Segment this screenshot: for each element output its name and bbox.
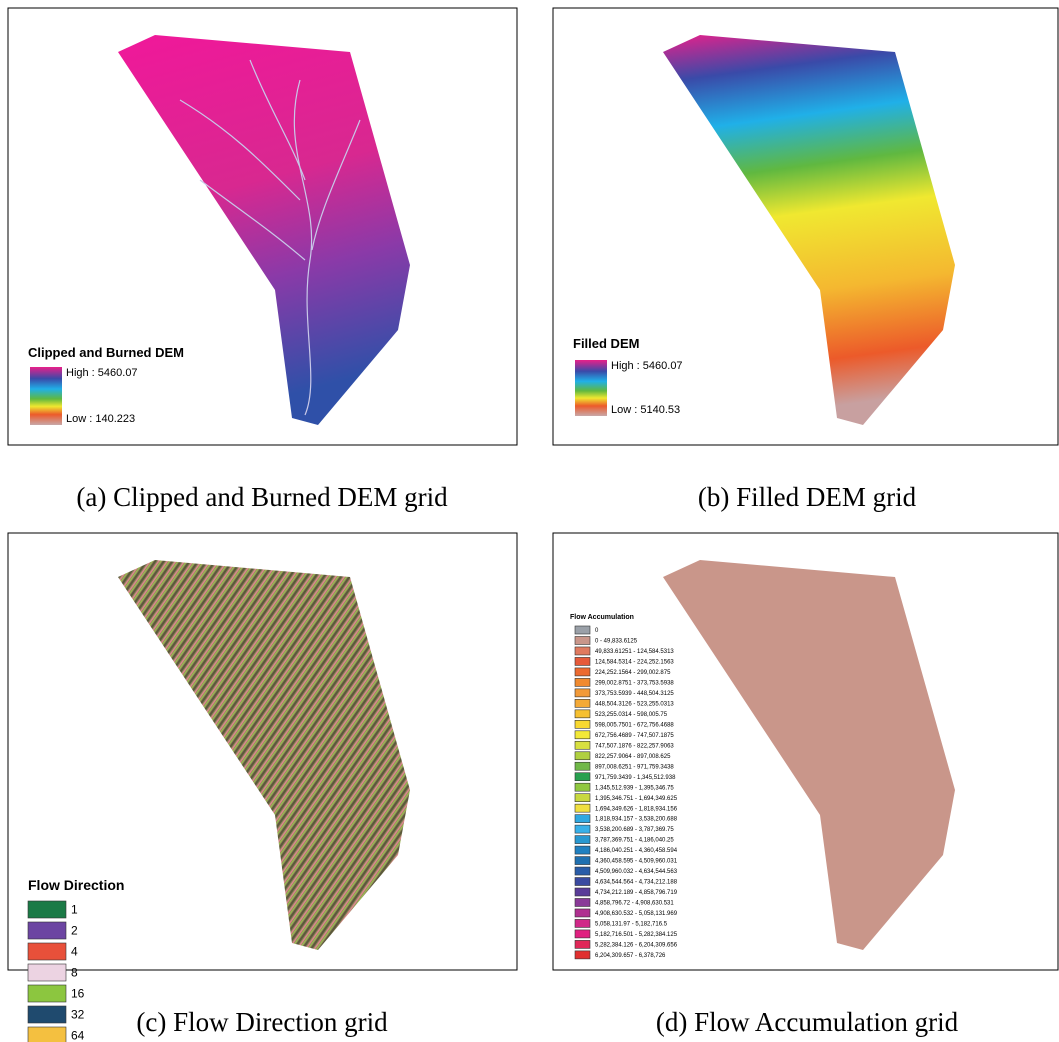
legend-swatch [575,825,590,833]
legend-title: Clipped and Burned DEM [28,345,184,360]
legend-swatch [575,836,590,844]
page: Clipped and Burned DEM High : 5460.07 Low … [0,0,1059,1042]
legend-swatch [575,762,590,770]
legend-low: Low : 5140.53 [611,404,680,416]
legend-label: 8 [71,966,78,980]
legend-low: Low : 140.223 [66,413,135,425]
legend-swatch [575,636,590,644]
legend-swatch [575,699,590,707]
legend-title: Filled DEM [573,336,639,351]
legend-label: 1,395,346.751 - 1,694,349.625 [595,796,678,802]
legend-label: 4 [71,945,78,959]
legend-label: 4,360,458.595 - 4,509,960.031 [595,859,678,865]
legend-title: Flow Direction [28,877,124,893]
legend-swatch [28,922,66,939]
legend-label: 4,908,630.532 - 5,058,131.969 [595,911,678,917]
legend-swatch [575,930,590,938]
legend-label: 672,756.4689 - 747,507.1875 [595,733,674,739]
legend-label: 523,255.0314 - 598,005.75 [595,712,668,718]
legend-swatch [575,710,590,718]
legend-swatch [575,878,590,886]
legend-swatch [28,1027,66,1042]
legend-swatch [28,985,66,1002]
legend-label: 373,753.5939 - 448,504.3125 [595,691,674,697]
legend-swatch [575,888,590,896]
legend-label: 5,058,131.97 - 5,182,716.5 [595,922,668,928]
legend-swatch [575,741,590,749]
legend-ramp [30,367,62,425]
figure: Clipped and Burned DEM High : 5460.07 Low … [0,0,1059,1042]
legend-swatch [28,1006,66,1023]
legend-swatch [575,919,590,927]
legend-label: 2 [71,924,78,938]
legend-label: 1 [71,903,78,917]
legend-label: 822,257.9064 - 897,008.625 [595,754,671,760]
legend-label: 4,858,796.72 - 4,908,630.531 [595,901,674,907]
legend-label: 598,005.7501 - 672,756.4688 [595,722,674,728]
legend-swatch [575,773,590,781]
legend-swatch [575,731,590,739]
legend-swatch [575,626,590,634]
legend-label: 3,787,369.751 - 4,186,040.25 [595,838,674,844]
legend-label: 1,345,512.939 - 1,395,346.75 [595,785,674,791]
legend-label: 747,507.1876 - 822,257.9063 [595,743,674,749]
legend-swatch [28,964,66,981]
legend-label: 4,634,544.564 - 4,734,212.188 [595,880,678,886]
caption: (d) Flow Accumulation grid [656,1007,959,1037]
legend-swatch [28,901,66,918]
legend-label: 5,182,716.501 - 5,282,384.125 [595,932,678,938]
legend-label: 897,008.6251 - 971,759.3438 [595,764,674,770]
legend-label: 224,252.1564 - 299,002.875 [595,670,671,676]
legend-label: 4,186,040.251 - 4,360,458.594 [595,848,678,854]
legend-label: 64 [71,1029,85,1042]
legend-label: 124,584.5314 - 224,252.1563 [595,660,674,666]
legend-swatch [575,783,590,791]
legend-label: 0 - 49,833.6125 [595,639,638,645]
legend-swatch [575,846,590,854]
caption: (a) Clipped and Burned DEM grid [76,482,448,512]
legend-swatch [575,951,590,959]
legend-label: 4,734,212.189 - 4,858,796.719 [595,890,678,896]
legend-high: High : 5460.07 [66,367,138,379]
legend-swatch [575,867,590,875]
legend-swatch [575,689,590,697]
legend-label: 32 [71,1008,85,1022]
caption: (b) Filled DEM grid [698,482,917,512]
legend-swatch [575,940,590,948]
legend-label: 448,504.3126 - 523,255.0313 [595,701,674,707]
legend-label: 49,833.61251 - 124,584.5313 [595,649,674,655]
legend-swatch [575,678,590,686]
legend-swatch [575,909,590,917]
legend-swatch [575,794,590,802]
legend-label: 3,538,200.689 - 3,787,369.75 [595,827,674,833]
legend-title: Flow Accumulation [570,614,634,621]
legend-swatch [575,647,590,655]
panel: Flow Accumulation00 - 49,833.612549,833.… [553,533,1058,1037]
legend-swatch [575,898,590,906]
legend-label: 1,818,934.157 - 3,538,200.688 [595,817,678,823]
legend-label: 6,204,309.657 - 6,378,726 [595,953,666,959]
legend-swatch [575,752,590,760]
panel: Filled DEM High : 5460.07 Low : 5140.53 (b)… [553,8,1058,512]
legend-swatch [575,857,590,865]
caption: (c) Flow Direction grid [136,1007,388,1037]
legend-label: 4,509,960.032 - 4,634,544.563 [595,869,678,875]
legend-label: 16 [71,987,85,1001]
legend-swatch [575,804,590,812]
panel: Flow Direction1248163264128(c) Flow Dire… [8,533,517,1042]
legend-swatch [575,720,590,728]
legend-label: 1,694,349.626 - 1,818,934.156 [595,806,678,812]
legend-high: High : 5460.07 [611,360,683,372]
legend-label: 5,282,384.126 - 6,204,309.656 [595,943,678,949]
legend-swatch [575,657,590,665]
legend-swatch [575,815,590,823]
legend-swatch [28,943,66,960]
legend-swatch [575,668,590,676]
panel: Clipped and Burned DEM High : 5460.07 Low … [8,8,517,512]
legend-label: 299,002.8751 - 373,753.5938 [595,681,674,687]
legend-label: 971,759.3439 - 1,345,512.938 [595,775,676,781]
legend-ramp [575,360,607,416]
